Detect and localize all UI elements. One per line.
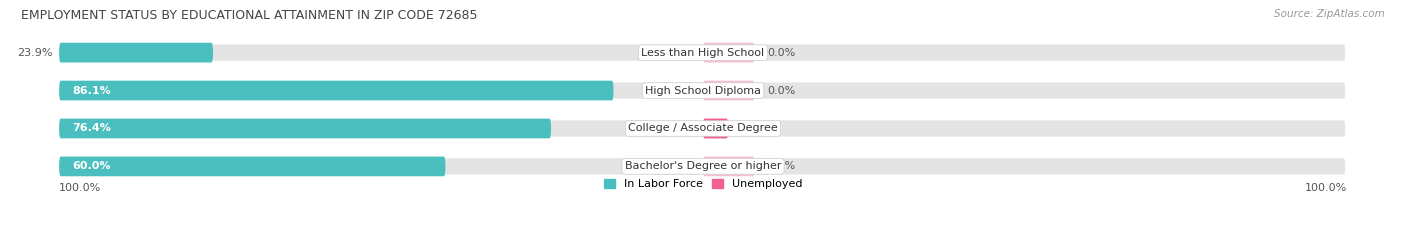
FancyBboxPatch shape (703, 119, 1347, 138)
Text: 0.0%: 0.0% (768, 48, 796, 58)
Text: Source: ZipAtlas.com: Source: ZipAtlas.com (1274, 9, 1385, 19)
FancyBboxPatch shape (703, 43, 755, 62)
FancyBboxPatch shape (703, 81, 755, 100)
FancyBboxPatch shape (59, 81, 703, 100)
FancyBboxPatch shape (703, 43, 1347, 62)
Text: High School Diploma: High School Diploma (645, 86, 761, 96)
Text: 23.9%: 23.9% (17, 48, 52, 58)
Text: 60.0%: 60.0% (72, 161, 111, 171)
FancyBboxPatch shape (59, 157, 703, 176)
Legend: In Labor Force, Unemployed: In Labor Force, Unemployed (599, 174, 807, 194)
FancyBboxPatch shape (59, 157, 446, 176)
FancyBboxPatch shape (59, 43, 703, 62)
Text: Less than High School: Less than High School (641, 48, 765, 58)
FancyBboxPatch shape (59, 119, 551, 138)
FancyBboxPatch shape (703, 119, 728, 138)
FancyBboxPatch shape (59, 81, 613, 100)
FancyBboxPatch shape (703, 157, 1347, 176)
FancyBboxPatch shape (703, 81, 1347, 100)
Text: 76.4%: 76.4% (72, 123, 111, 134)
FancyBboxPatch shape (59, 43, 214, 62)
Text: 0.0%: 0.0% (768, 161, 796, 171)
Text: 0.0%: 0.0% (768, 86, 796, 96)
Text: 3.9%: 3.9% (741, 123, 769, 134)
Text: 100.0%: 100.0% (59, 183, 101, 193)
FancyBboxPatch shape (703, 157, 755, 176)
FancyBboxPatch shape (59, 119, 703, 138)
Text: College / Associate Degree: College / Associate Degree (628, 123, 778, 134)
Text: EMPLOYMENT STATUS BY EDUCATIONAL ATTAINMENT IN ZIP CODE 72685: EMPLOYMENT STATUS BY EDUCATIONAL ATTAINM… (21, 9, 478, 22)
Text: 86.1%: 86.1% (72, 86, 111, 96)
Text: 100.0%: 100.0% (1305, 183, 1347, 193)
Text: Bachelor's Degree or higher: Bachelor's Degree or higher (624, 161, 782, 171)
FancyBboxPatch shape (703, 119, 728, 138)
